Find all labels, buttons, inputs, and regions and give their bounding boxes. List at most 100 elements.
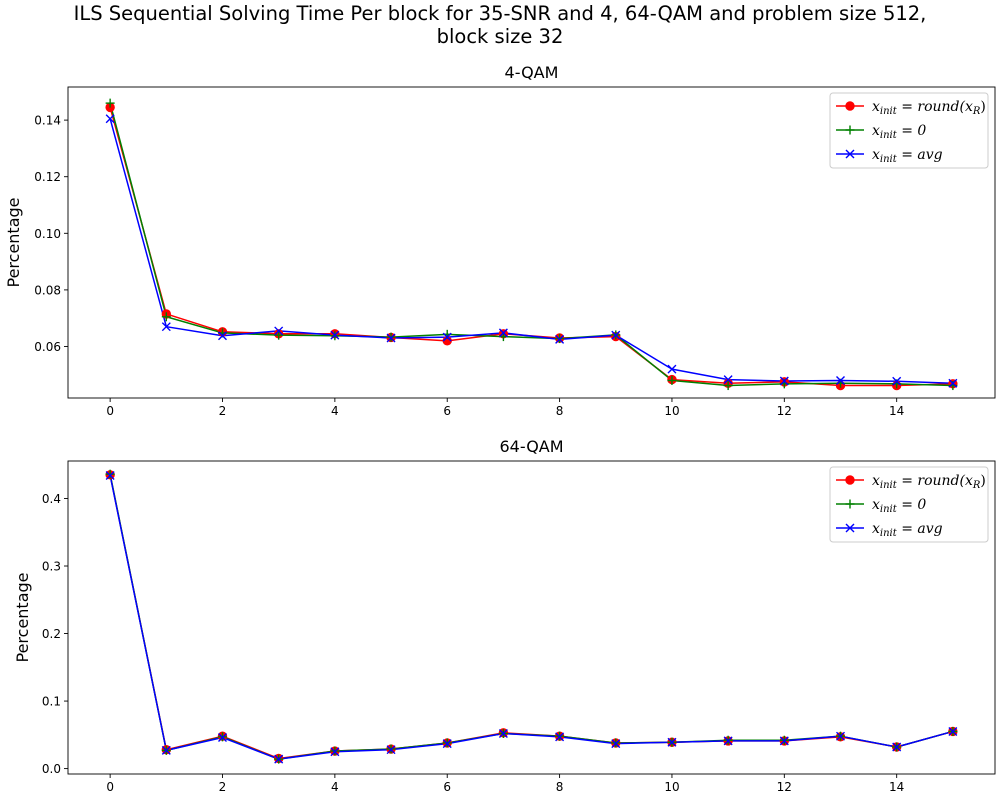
axes-frame: [67, 460, 996, 775]
panel-title: 4-QAM: [505, 63, 559, 82]
series-line-1: [109, 474, 954, 760]
series-line-3: [109, 118, 953, 385]
chart-panel-1: 4-QAM Percentage 0 2 4 6 8 10 12 14 0.06 0.08 0.10 0.…: [4, 63, 996, 418]
data-point-s3: [330, 330, 340, 340]
legend-marker: [845, 149, 855, 159]
plot-area: [105, 98, 958, 391]
axes-frame: [67, 86, 996, 399]
x-tick-label: 10: [664, 780, 679, 794]
x-tick-label: 0: [106, 404, 114, 418]
data-point-s3: [218, 733, 227, 743]
legend: xinit = round(xR) xinit = 0 xinit = avg: [829, 92, 989, 169]
legend-box: [829, 92, 989, 169]
x-tick-label: 10: [664, 404, 679, 418]
x-tick-label: 8: [556, 404, 564, 418]
x-tick-label: 2: [219, 404, 227, 418]
data-point-s3: [330, 747, 340, 757]
series-line-3: [109, 475, 954, 760]
data-point-s3: [218, 331, 227, 341]
data-point-s3: [948, 726, 958, 736]
data-point-s2: [274, 330, 284, 340]
data-point-s3: [274, 754, 284, 764]
y-tick-label: 0.08: [34, 283, 61, 297]
data-point-s3: [555, 334, 565, 344]
y-tick-label: 0.2: [42, 627, 61, 641]
x-tick-label: 2: [219, 780, 227, 794]
figure-title-line-1: ILS Sequential Solving Time Per block fo…: [73, 2, 927, 25]
y-axis-label: Percentage: [13, 572, 32, 662]
data-point-s3: [836, 731, 845, 741]
data-point-s3: [161, 745, 171, 755]
x-tick-label: 6: [443, 780, 451, 794]
data-point-s3: [667, 364, 677, 374]
data-point-s3: [723, 736, 733, 746]
data-point-s3: [105, 471, 115, 481]
data-point-s3: [779, 736, 789, 746]
legend-box: [829, 466, 989, 543]
y-tick-label: 0.1: [42, 695, 61, 709]
y-tick-label: 0.06: [34, 340, 61, 354]
data-point-s2: [105, 469, 115, 479]
legend-entry-2: xinit = 0: [872, 497, 926, 515]
data-point-s3: [442, 739, 452, 749]
y-tick-label: 0.0: [42, 762, 61, 776]
figure-title: ILS Sequential Solving Time Per block fo…: [0, 2, 1000, 48]
data-point-s3: [836, 375, 845, 385]
x-tick-label: 4: [331, 404, 339, 418]
x-tick-label: 12: [777, 780, 792, 794]
legend: xinit = round(xR) xinit = 0 xinit = avg: [829, 466, 989, 543]
data-point-s2: [105, 98, 115, 108]
y-tick-label: 0.14: [34, 114, 61, 128]
legend-marker: [845, 475, 855, 485]
plot-area: [105, 469, 958, 764]
x-tick-label: 14: [889, 404, 904, 418]
data-point-s2: [667, 375, 677, 385]
data-point-s3: [723, 375, 733, 385]
series-line-2: [109, 102, 953, 387]
data-point-s3: [498, 328, 508, 338]
data-point-s3: [161, 322, 171, 332]
data-point-s3: [386, 745, 396, 755]
legend-marker: [845, 523, 855, 533]
x-tick-label: 8: [556, 780, 564, 794]
data-point-s2: [723, 381, 733, 391]
legend-entry-3: xinit = avg: [872, 521, 943, 539]
legend-marker: [845, 125, 855, 135]
x-tick-label: 0: [106, 780, 114, 794]
x-tick-label: 6: [443, 404, 451, 418]
data-point-s2: [161, 312, 171, 322]
data-point-s3: [892, 376, 902, 386]
y-tick-label: 0.12: [34, 170, 61, 184]
data-point-s3: [611, 330, 621, 340]
figure-title-line-2: block size 32: [436, 25, 564, 48]
data-point-s3: [611, 739, 621, 749]
legend-marker: [845, 101, 855, 111]
data-point-s3: [498, 728, 508, 738]
legend-entry-2: xinit = 0: [872, 123, 926, 141]
chart-panel-2: 64-QAM Percentage 0 2 4 6 8 10 12 14 0.0 0.1 0.2 0.3 0…: [13, 437, 996, 794]
data-point-s3: [274, 326, 284, 336]
data-point-s3: [105, 114, 115, 124]
data-point-s3: [386, 333, 396, 343]
y-tick-label: 0.3: [42, 560, 61, 574]
x-tick-label: 14: [889, 780, 904, 794]
data-point-s3: [667, 737, 677, 747]
data-point-s3: [442, 332, 452, 342]
panel-title: 64-QAM: [499, 437, 563, 456]
data-point-s3: [892, 742, 902, 752]
series-line-2: [109, 474, 954, 760]
y-axis-label: Percentage: [4, 197, 23, 287]
legend-entry-1: xinit = round(xR): [872, 473, 986, 491]
data-point-s3: [779, 376, 789, 386]
y-tick-label: 0.10: [34, 227, 61, 241]
legend-marker: [845, 499, 855, 509]
y-tick-label: 0.4: [42, 492, 61, 506]
series-line-1: [109, 107, 953, 387]
legend-entry-1: xinit = round(xR): [872, 99, 986, 117]
legend-entry-3: xinit = avg: [872, 147, 943, 165]
x-tick-label: 4: [331, 780, 339, 794]
data-point-s3: [555, 732, 565, 742]
x-tick-label: 12: [777, 404, 792, 418]
data-point-s3: [948, 378, 958, 388]
